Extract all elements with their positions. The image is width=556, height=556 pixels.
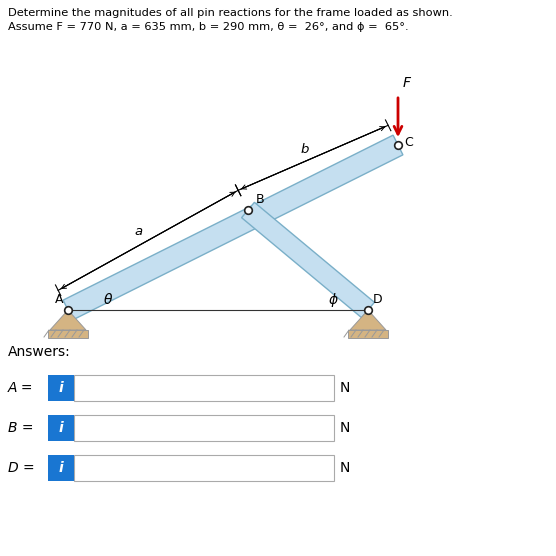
- Text: N: N: [340, 381, 350, 395]
- Text: N: N: [340, 461, 350, 475]
- Text: D =: D =: [8, 461, 34, 475]
- Text: D: D: [373, 293, 383, 306]
- Text: B =: B =: [8, 421, 33, 435]
- Text: F: F: [403, 76, 411, 90]
- FancyBboxPatch shape: [48, 375, 74, 401]
- FancyBboxPatch shape: [74, 415, 334, 441]
- Bar: [348, 330, 388, 338]
- Polygon shape: [63, 135, 403, 320]
- Text: a: a: [134, 225, 142, 239]
- Text: i: i: [58, 381, 63, 395]
- Polygon shape: [350, 310, 386, 330]
- Text: Assume F = 770 N, a = 635 mm, b = 290 mm, θ =  26°, and ϕ =  65°.: Assume F = 770 N, a = 635 mm, b = 290 mm…: [8, 22, 409, 32]
- Bar: [48, 330, 88, 338]
- FancyBboxPatch shape: [74, 375, 334, 401]
- Polygon shape: [242, 202, 374, 317]
- Text: b: b: [301, 143, 309, 156]
- Text: N: N: [340, 421, 350, 435]
- Text: A: A: [54, 293, 63, 306]
- Text: C: C: [404, 137, 413, 150]
- Text: Determine the magnitudes of all pin reactions for the frame loaded as shown.: Determine the magnitudes of all pin reac…: [8, 8, 453, 18]
- FancyBboxPatch shape: [48, 455, 74, 481]
- Text: B: B: [256, 193, 265, 206]
- Polygon shape: [50, 310, 86, 330]
- Text: A =: A =: [8, 381, 33, 395]
- Text: ϕ: ϕ: [329, 293, 337, 307]
- Text: i: i: [58, 461, 63, 475]
- FancyBboxPatch shape: [74, 455, 334, 481]
- Text: Answers:: Answers:: [8, 345, 71, 359]
- Text: θ: θ: [104, 293, 112, 307]
- Text: i: i: [58, 421, 63, 435]
- FancyBboxPatch shape: [48, 415, 74, 441]
